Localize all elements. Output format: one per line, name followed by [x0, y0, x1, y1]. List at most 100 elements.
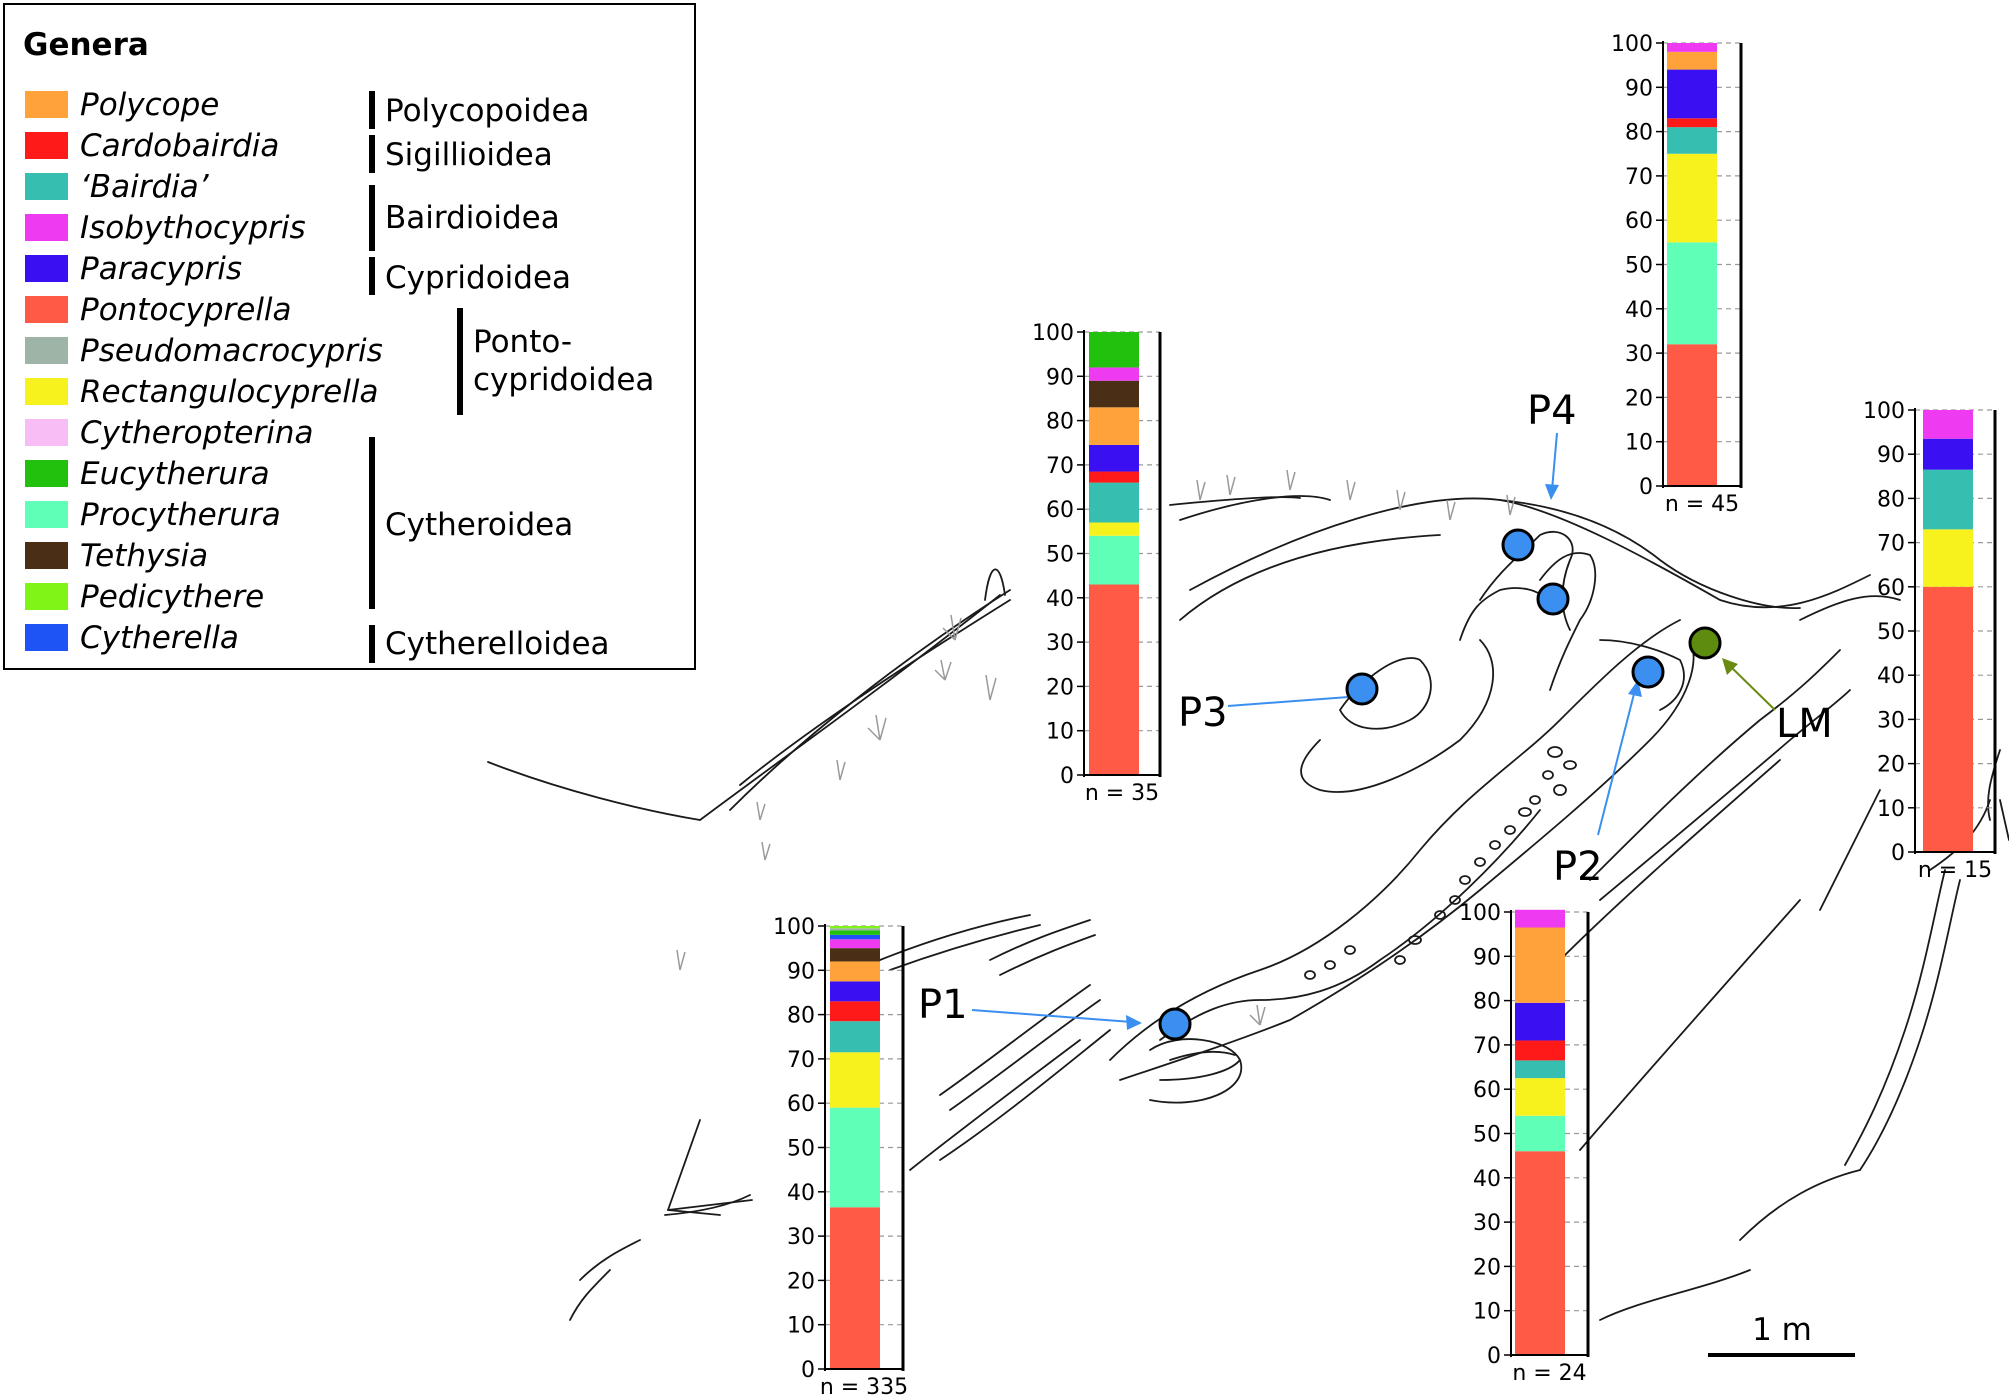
bar-segment — [830, 1001, 880, 1022]
legend-item: Pseudomacrocypris — [25, 333, 405, 369]
site-lm-dot — [1688, 626, 1722, 660]
legend-item: Cytherella — [25, 620, 405, 656]
bar-segment — [830, 1207, 880, 1369]
arrow-p4-head — [1545, 484, 1559, 500]
label-p2: P2 — [1553, 844, 1603, 890]
y-tick-label: 0 — [1060, 764, 1074, 789]
bracket-polycopoidea — [369, 91, 375, 129]
legend-genus-label: Eucytherura — [80, 456, 270, 492]
y-tick-label: 80 — [1625, 121, 1653, 146]
bar-segment — [830, 961, 880, 982]
site-p4-dot-upper — [1501, 528, 1535, 562]
legend-swatch — [25, 91, 68, 118]
bar-segment — [1667, 153, 1717, 243]
superfamily-label: Ponto- cypridoidea — [473, 324, 655, 398]
y-tick-label: 30 — [1625, 342, 1653, 367]
sample-size-label: n = 45 — [1665, 492, 1739, 517]
bar-segment — [1089, 471, 1139, 483]
bar-segment — [830, 1107, 880, 1208]
bar-segment — [830, 934, 880, 940]
bar-segment — [1089, 444, 1139, 472]
y-tick-label: 10 — [1877, 797, 1905, 822]
legend-item: Tethysia — [25, 538, 405, 574]
site-p4-dot-lower — [1536, 582, 1570, 616]
y-tick-label: 70 — [1473, 1034, 1501, 1059]
y-tick-label: 70 — [787, 1048, 815, 1073]
y-tick-label: 10 — [1046, 720, 1074, 745]
label-p1: P1 — [918, 982, 968, 1028]
label-p4: P4 — [1527, 388, 1577, 434]
y-tick-label: 60 — [1046, 498, 1074, 523]
y-tick-label: 50 — [787, 1137, 815, 1162]
chart-p4: 0 10 20 30 40 50 60 70 80 90 100 n = 45 — [1611, 32, 1743, 517]
y-tick-label: 30 — [1877, 708, 1905, 733]
bar-segment — [1667, 43, 1717, 52]
y-tick-label: 50 — [1473, 1123, 1501, 1148]
grass-tufts — [676, 469, 1516, 1026]
bar-segment — [1515, 1040, 1565, 1061]
legend-item: Cardobairdia — [25, 128, 405, 164]
y-tick-label: 100 — [773, 915, 815, 940]
y-tick-label: 0 — [1487, 1344, 1501, 1369]
legend-item: Isobythocypris — [25, 210, 405, 246]
superfamily-label: Cytheroidea — [385, 507, 574, 543]
legend-genus-label: Tethysia — [80, 538, 209, 574]
bar-segment — [1089, 584, 1139, 775]
bar-segment — [1089, 482, 1139, 523]
y-tick-label: 20 — [1625, 386, 1653, 411]
legend-swatch — [25, 378, 68, 405]
legend-swatch — [25, 419, 68, 446]
arrow-lm — [1729, 665, 1776, 711]
y-tick-label: 40 — [1046, 587, 1074, 612]
sample-size-label: n = 15 — [1918, 858, 1992, 883]
bracket-cypridoidea — [369, 257, 375, 295]
y-tick-label: 40 — [787, 1181, 815, 1206]
bar-segment — [1923, 438, 1973, 470]
y-tick-label: 90 — [1877, 443, 1905, 468]
bracket-bairdioidea — [369, 185, 375, 251]
legend-item: Rectangulocyprella — [25, 374, 405, 410]
bar-segment — [1667, 51, 1717, 70]
y-tick-label: 40 — [1877, 664, 1905, 689]
label-lm: LM — [1776, 701, 1833, 747]
y-tick-label: 90 — [1473, 945, 1501, 970]
y-tick-label: 90 — [1625, 76, 1653, 101]
scale-bar: 1 m — [1708, 1312, 1855, 1357]
y-tick-label: 50 — [1046, 543, 1074, 568]
y-tick-label: 0 — [801, 1358, 815, 1383]
y-tick-label: 100 — [1611, 32, 1653, 57]
bar-segment — [1515, 1151, 1565, 1355]
bar-segment — [1515, 1078, 1565, 1116]
y-tick-label: 10 — [1473, 1300, 1501, 1325]
legend-item: ‘Bairdia’ — [25, 169, 405, 205]
bar-segment — [1923, 469, 1973, 530]
legend-genus-label: Isobythocypris — [80, 210, 306, 246]
bar-segment — [1089, 367, 1139, 381]
legend-item: Polycope — [25, 87, 405, 123]
y-tick-label: 20 — [1473, 1255, 1501, 1280]
bar-segment — [830, 930, 880, 935]
bar-segment — [1089, 522, 1139, 536]
legend-genus-label: ‘Bairdia’ — [80, 169, 209, 205]
site-p1-dot — [1158, 1007, 1192, 1041]
legend-title: Genera — [23, 27, 149, 63]
arrow-p2 — [1597, 689, 1636, 836]
outcrop-drawing — [487, 495, 2009, 1321]
legend-swatch — [25, 460, 68, 487]
site-p2-dot — [1631, 655, 1665, 689]
bar-segment — [1089, 535, 1139, 585]
chart-p3: 0 10 20 30 40 50 60 70 80 90 100 n = 35 — [1032, 321, 1162, 806]
y-tick-label: 100 — [1863, 399, 1905, 424]
y-tick-label: 0 — [1639, 475, 1653, 500]
superfamily-label: Polycopoidea — [385, 93, 590, 129]
y-tick-label: 60 — [787, 1092, 815, 1117]
arrow-p3 — [1227, 695, 1363, 707]
y-tick-label: 70 — [1625, 165, 1653, 190]
bar-segment — [1667, 344, 1717, 486]
y-tick-label: 100 — [1032, 321, 1074, 346]
legend-genus-label: Cytheropterina — [80, 415, 314, 451]
y-tick-label: 80 — [1877, 487, 1905, 512]
sample-size-label: n = 24 — [1512, 1361, 1586, 1386]
legend-genus-label: Procytherura — [80, 497, 281, 533]
